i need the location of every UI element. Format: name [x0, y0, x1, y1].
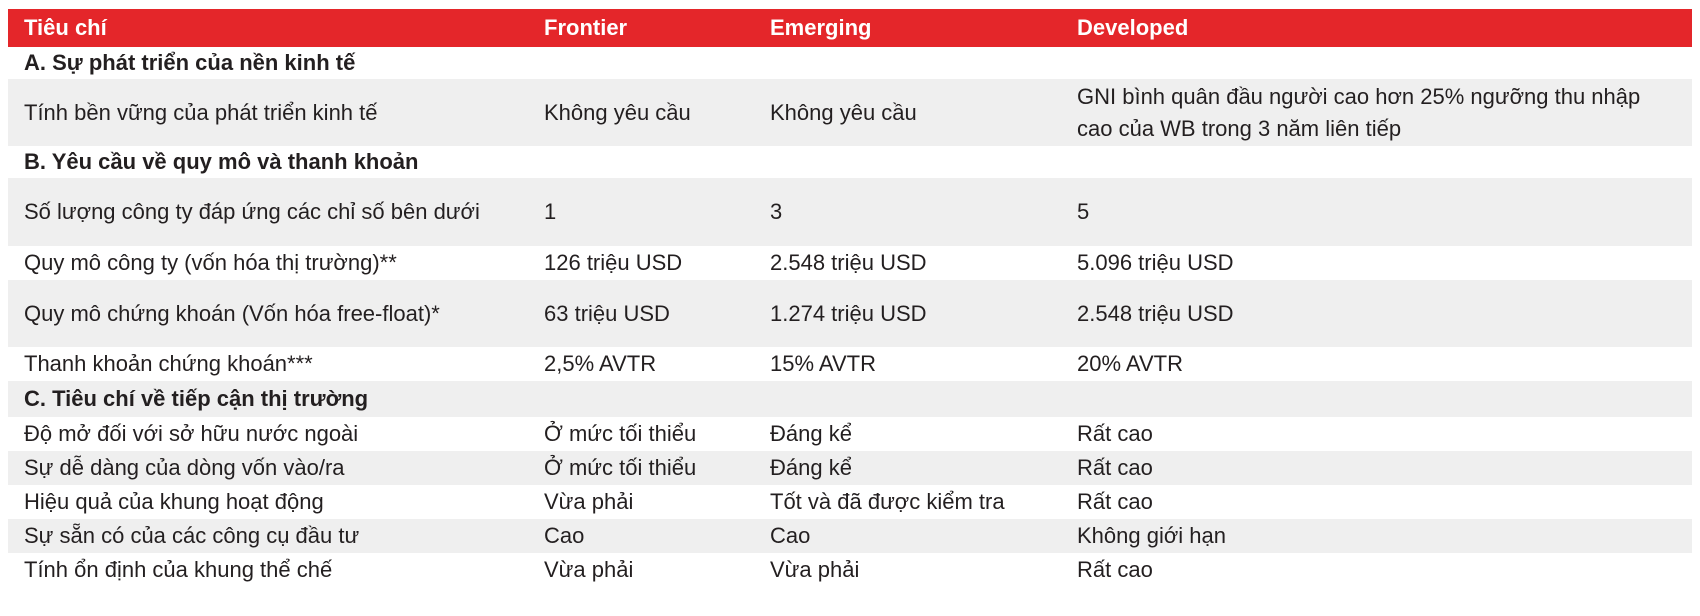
developed-cell: Không giới hạn: [1077, 523, 1226, 548]
emerging-cell: Đáng kể: [770, 455, 852, 480]
section-row: B. Yêu cầu về quy mô và thanh khoản: [8, 146, 1692, 178]
table-header: Tiêu chí Frontier Emerging Developed: [8, 9, 1692, 47]
frontier-cell: 63 triệu USD: [544, 300, 670, 326]
section-title-a: A. Sự phát triển của nền kinh tế: [24, 50, 356, 75]
header-frontier: Frontier: [544, 15, 628, 40]
developed-cell: Rất cao: [1077, 489, 1153, 514]
criterion-cell: Quy mô công ty (vốn hóa thị trường)**: [24, 250, 397, 275]
section-row: C. Tiêu chí về tiếp cận thị trường: [8, 381, 1692, 417]
criterion-cell: Sự dễ dàng của dòng vốn vào/ra: [24, 455, 345, 480]
table-row: Độ mở đối với sở hữu nước ngoài Ở mức tố…: [8, 417, 1692, 451]
developed-cell: Rất cao: [1077, 557, 1153, 582]
frontier-cell: Vừa phải: [544, 489, 634, 514]
emerging-cell: Tốt và đã được kiểm tra: [770, 489, 1005, 514]
frontier-cell: Ở mức tối thiểu: [544, 455, 697, 480]
table-row: Quy mô chứng khoán (Vốn hóa free-float)*…: [8, 280, 1692, 347]
criterion-cell: Quy mô chứng khoán (Vốn hóa free-float)*: [24, 300, 440, 326]
table-row: Số lượng công ty đáp ứng các chỉ số bên …: [8, 178, 1692, 246]
criterion-cell: Sự sẵn có của các công cụ đầu tư: [24, 523, 360, 548]
emerging-cell: Không yêu cầu: [770, 99, 917, 125]
emerging-cell: 1.274 triệu USD: [770, 300, 927, 326]
header-developed: Developed: [1077, 15, 1189, 40]
developed-cell: 5.096 triệu USD: [1077, 250, 1234, 275]
table-row: Sự sẵn có của các công cụ đầu tư Cao Cao…: [8, 519, 1692, 553]
frontier-cell: Ở mức tối thiểu: [544, 421, 697, 446]
frontier-cell: Cao: [544, 523, 585, 548]
criterion-cell: Tính bền vững của phát triển kinh tế: [24, 99, 378, 125]
emerging-cell: 2.548 triệu USD: [770, 250, 927, 275]
frontier-cell: Vừa phải: [544, 557, 634, 582]
table-row: Quy mô công ty (vốn hóa thị trường)** 12…: [8, 246, 1692, 280]
market-classification-table: Tiêu chí Frontier Emerging Developed A. …: [8, 9, 1692, 587]
developed-cell: 5: [1077, 199, 1090, 224]
developed-cell: Rất cao: [1077, 455, 1153, 480]
developed-cell: 20% AVTR: [1077, 351, 1183, 376]
developed-cell: 2.548 triệu USD: [1077, 300, 1234, 326]
frontier-cell: 1: [544, 199, 557, 224]
emerging-cell: 3: [770, 199, 783, 224]
emerging-cell: Cao: [770, 523, 811, 548]
developed-cell: GNI bình quân đầu người cao hơn 25% ngưỡ…: [1077, 83, 1641, 141]
criterion-cell: Tính ổn định của khung thể chế: [24, 557, 333, 582]
section-title-c: C. Tiêu chí về tiếp cận thị trường: [24, 386, 369, 411]
table-row: Thanh khoản chứng khoán*** 2,5% AVTR 15%…: [8, 347, 1692, 381]
frontier-cell: 2,5% AVTR: [544, 351, 657, 376]
table-row: Tính ổn định của khung thể chế Vừa phải …: [8, 553, 1692, 587]
frontier-cell: 126 triệu USD: [544, 250, 683, 275]
header-criteria: Tiêu chí: [24, 15, 107, 40]
criterion-cell: Thanh khoản chứng khoán***: [24, 351, 313, 376]
developed-cell: Rất cao: [1077, 421, 1153, 446]
table-row: Hiệu quả của khung hoạt động Vừa phải Tố…: [8, 485, 1692, 519]
criterion-cell: Hiệu quả của khung hoạt động: [24, 489, 324, 514]
header-emerging: Emerging: [770, 15, 872, 40]
table-row: Tính bền vững của phát triển kinh tế Khô…: [8, 79, 1692, 146]
emerging-cell: Vừa phải: [770, 557, 860, 582]
criterion-cell: Số lượng công ty đáp ứng các chỉ số bên …: [24, 199, 480, 224]
section-title-b: B. Yêu cầu về quy mô và thanh khoản: [24, 149, 419, 174]
table-row: Sự dễ dàng của dòng vốn vào/ra Ở mức tối…: [8, 451, 1692, 485]
section-row: A. Sự phát triển của nền kinh tế: [8, 47, 1692, 79]
emerging-cell: 15% AVTR: [770, 351, 876, 376]
criterion-cell: Độ mở đối với sở hữu nước ngoài: [24, 421, 359, 446]
frontier-cell: Không yêu cầu: [544, 99, 691, 125]
emerging-cell: Đáng kể: [770, 421, 852, 446]
